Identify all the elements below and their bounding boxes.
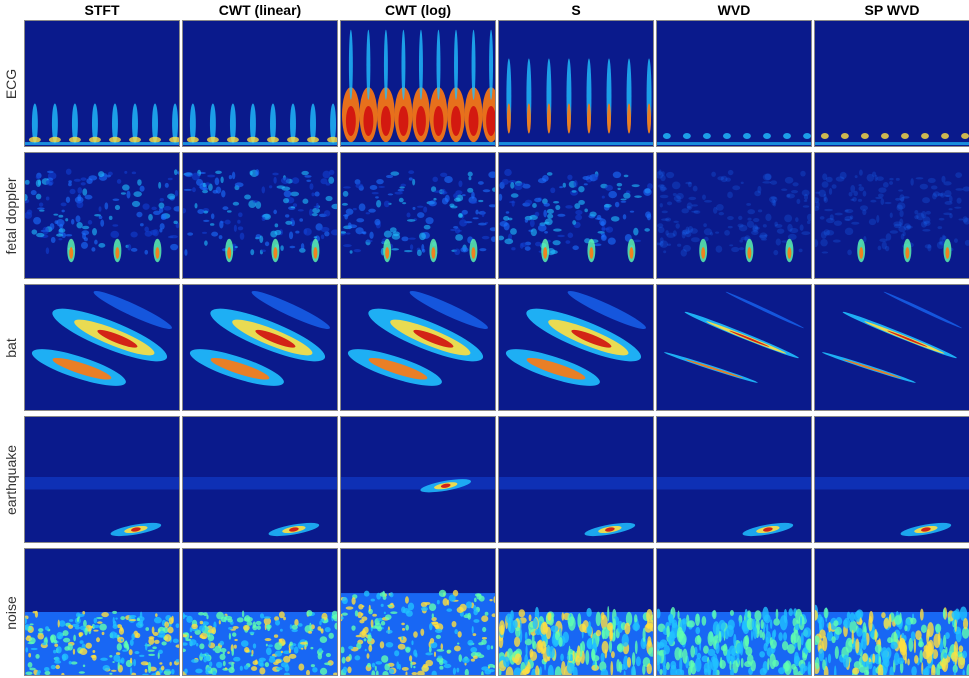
spectrogram-image [499,58,653,146]
spectrogram-image [499,477,653,537]
spectrogram-bat-cwt-linear [182,284,338,411]
spectrogram-earthquake-stft [24,416,180,543]
spectrogram-bat-stft [24,284,180,411]
spectrogram-image [815,604,969,675]
spectrogram-image [25,168,179,263]
spectrogram-ecg-stft [24,20,180,147]
row-label-noise: noise [3,596,19,630]
spectrogram-image [347,291,488,386]
spectrogram-image [341,29,495,146]
spectrogram-earthquake-wvd [656,416,812,543]
spectrogram-noise-cwt-log [340,548,496,676]
spectrogram-ecg-wvd [656,20,812,147]
spectrogram-image [664,291,804,383]
column-title-stft: STFT [84,2,120,18]
spectrogram-bat-cwt-log [340,284,496,411]
spectrogram-ecg-s [498,20,654,147]
spectrogram-image [657,477,811,537]
spectrogram-image [657,606,811,675]
spectrogram-noise-stft [24,548,180,676]
spectrogram-fetal-doppler-sp-wvd [814,152,969,279]
spectrogram-fetal-doppler-wvd [656,152,812,279]
spectrogram-image [341,589,495,675]
spectrogram-bat-sp-wvd [814,284,969,411]
spectrogram-image [822,291,962,383]
spectrogram-image [815,477,969,537]
column-title-s: S [571,2,581,18]
spectrogram-noise-s [498,548,654,676]
spectrogram-image [183,610,337,675]
spectrogram-image [183,169,337,263]
column-title-cwt-linear: CWT (linear) [218,2,302,18]
spectrogram-image [25,477,179,537]
spectrogram-image [657,133,811,146]
spectrogram-fetal-doppler-cwt-log [340,152,496,279]
spectrogram-image [189,291,330,386]
spectrogram-image [341,477,495,493]
spectrogram-image [657,169,811,263]
spectrogram-bat-s [498,284,654,411]
spectrogram-noise-sp-wvd [814,548,969,676]
spectrogram-earthquake-s [498,416,654,543]
column-title-sp-wvd: SP WVD [864,2,920,18]
spectrogram-image [31,291,172,386]
spectrogram-image [499,168,653,263]
row-label-fetal-doppler: fetal doppler [3,176,19,255]
spectrogram-ecg-sp-wvd [814,20,969,147]
spectrogram-ecg-cwt-log [340,20,496,147]
spectrogram-image [505,291,646,386]
spectrogram-earthquake-sp-wvd [814,416,969,543]
row-label-earthquake: earthquake [3,444,19,515]
spectrogram-image [183,103,337,146]
spectrogram-image [499,606,653,675]
spectrogram-noise-cwt-linear [182,548,338,676]
spectrogram-fetal-doppler-stft [24,152,180,279]
spectrogram-earthquake-cwt-linear [182,416,338,543]
spectrogram-fetal-doppler-cwt-linear [182,152,338,279]
spectrogram-image [25,610,179,675]
spectrogram-image [341,170,495,263]
row-label-bat: bat [3,337,19,358]
spectrogram-image [815,133,969,146]
column-title-wvd: WVD [717,2,751,18]
spectrogram-image [815,169,969,263]
spectrogram-earthquake-cwt-log [340,416,496,543]
spectrogram-ecg-cwt-linear [182,20,338,147]
spectrogram-noise-wvd [656,548,812,676]
row-label-ecg: ECG [3,68,19,99]
spectrogram-image [183,477,337,537]
spectrogram-fetal-doppler-s [498,152,654,279]
spectrogram-bat-wvd [656,284,812,411]
spectrogram-image [25,103,179,146]
column-title-cwt-log: CWT (log) [384,2,452,18]
